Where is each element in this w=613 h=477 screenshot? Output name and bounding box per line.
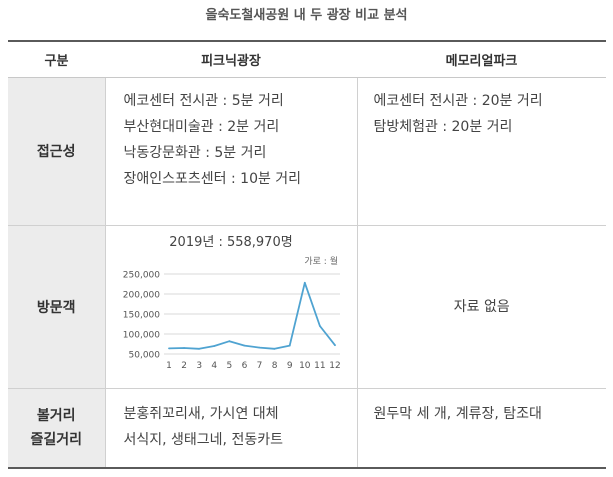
data-point xyxy=(333,343,336,346)
memorial-accessibility-cell: 에코센터 전시관 : 20분 거리 탐방체험관 : 20분 거리 xyxy=(357,77,606,226)
table-header-row: 구분 피크닉광장 메모리얼파크 xyxy=(8,40,606,78)
x-tick-label: 4 xyxy=(211,361,217,371)
y-tick-label: 100,000 xyxy=(122,330,159,340)
x-tick-label: 1 xyxy=(166,361,172,371)
picnic-attractions-cell: 분홍쥐꼬리새, 가시연 대체 서식지, 생태그네, 전동카트 xyxy=(104,388,358,469)
x-tick-label: 12 xyxy=(329,361,340,371)
row-label-visitors: 방문객 xyxy=(8,225,105,389)
header-picnic-plaza: 피크닉광장 xyxy=(105,40,357,78)
picnic-access-line: 부산현대미술관 : 2분 거리 xyxy=(123,118,280,135)
x-tick-label: 10 xyxy=(299,361,311,371)
data-point xyxy=(182,346,185,349)
y-tick-label: 200,000 xyxy=(122,290,159,300)
y-tick-label: 50,000 xyxy=(128,350,160,360)
memorial-access-line: 탐방체험관 : 20분 거리 xyxy=(373,118,513,135)
chart-unit-note: 가로 : 월 xyxy=(304,255,338,267)
picnic-access-line: 장애인스포츠센터 : 10분 거리 xyxy=(123,170,302,187)
data-point xyxy=(288,344,291,346)
comparison-table: 구분 피크닉광장 메모리얼파크 접근성 에코센터 전시관 : 5분 거리 부산현… xyxy=(8,40,606,469)
row-accessibility: 접근성 에코센터 전시관 : 5분 거리 부산현대미술관 : 2분 거리 낙동강… xyxy=(8,77,606,226)
data-point xyxy=(273,347,276,350)
chart-title: 2019년 : 558,970명 xyxy=(169,235,292,250)
data-point xyxy=(318,324,321,327)
picnic-attraction-line: 서식지, 생태그네, 전동카트 xyxy=(123,431,283,448)
memorial-access-line: 에코센터 전시관 : 20분 거리 xyxy=(373,92,543,109)
row-label-accessibility: 접근성 xyxy=(8,77,105,226)
header-category: 구분 xyxy=(8,40,105,78)
x-tick-label: 9 xyxy=(286,361,292,371)
data-point xyxy=(258,346,260,348)
attractions-label-line: 즐길거리 xyxy=(30,431,83,448)
data-point xyxy=(303,281,306,284)
picnic-access-line: 에코센터 전시관 : 5분 거리 xyxy=(123,92,284,109)
x-tick-label: 2 xyxy=(181,361,187,371)
picnic-attraction-line: 분홍쥐꼬리새, 가시연 대체 xyxy=(123,405,279,422)
x-tick-label: 8 xyxy=(271,361,277,371)
data-point xyxy=(227,339,230,342)
page-title: 을숙도철새공원 내 두 광장 비교 분석 xyxy=(205,8,408,23)
series-line xyxy=(168,281,336,350)
data-point xyxy=(167,347,170,349)
attractions-label-line: 볼거리 xyxy=(36,407,76,424)
picnic-access-line: 낙동강문화관 : 5분 거리 xyxy=(123,144,267,161)
x-tick-label: 6 xyxy=(241,361,247,371)
memorial-attraction-line: 원두막 세 개, 계류장, 탐조대 xyxy=(373,405,542,422)
y-tick-label: 250,000 xyxy=(122,270,159,280)
memorial-visitors-cell: 자료 없음 xyxy=(357,225,606,389)
x-tick-label: 11 xyxy=(314,361,325,371)
picnic-accessibility-cell: 에코센터 전시관 : 5분 거리 부산현대미술관 : 2분 거리 낙동강문화관 … xyxy=(104,77,358,226)
row-attractions: 볼거리 즐길거리 분홍쥐꼬리새, 가시연 대체 서식지, 생태그네, 전동카트 … xyxy=(8,388,606,469)
memorial-attractions-cell: 원두막 세 개, 계류장, 탐조대 xyxy=(357,388,606,469)
x-tick-label: 5 xyxy=(226,361,232,371)
data-point xyxy=(197,347,200,350)
y-tick-label: 150,000 xyxy=(122,310,159,320)
row-label-attractions: 볼거리 즐길거리 xyxy=(8,388,105,469)
data-point xyxy=(212,344,215,347)
header-memorial-park: 메모리얼파크 xyxy=(357,40,606,78)
data-point xyxy=(243,344,245,346)
x-tick-label: 7 xyxy=(256,361,262,371)
x-tick-label: 3 xyxy=(196,361,202,371)
